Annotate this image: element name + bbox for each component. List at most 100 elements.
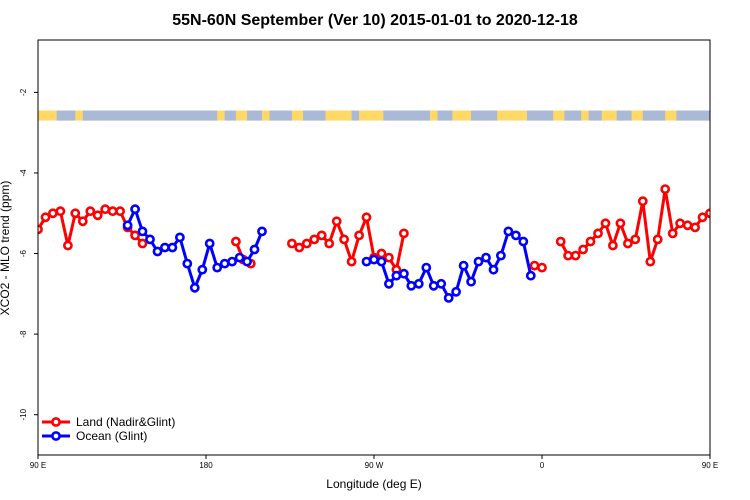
x-tick-label: 0 [540,461,545,470]
data-point [354,230,364,241]
ocean-patch [471,110,498,121]
data-point [714,210,721,217]
ocean-patch [351,110,360,121]
data-point [529,260,540,271]
data-point [182,258,193,269]
data-point [398,228,409,239]
data-point [361,212,372,223]
data-point [413,278,424,289]
y-tick-label: -10 [19,408,28,420]
data-point [481,252,491,263]
data-point [421,262,432,273]
data-point [55,206,66,217]
data-point [660,184,671,194]
data-point [473,256,484,267]
data-point [428,280,439,291]
series-ocean-glint [122,204,750,303]
data-point [383,252,394,263]
axes: 90 E 180 90 W 0 90 E -2 -4 -6 -8 -10 [19,88,718,470]
data-point [227,256,237,267]
data-point [511,230,521,241]
ocean-patch [269,110,292,121]
legend-item: Ocean (Glint) [42,429,147,443]
data-point [682,220,693,231]
data-point [77,216,88,227]
land-ocean-band [38,110,750,121]
data-point [398,268,409,279]
data-point [637,196,648,207]
data-point [197,264,208,275]
data-point [736,218,743,225]
data-point [406,280,417,291]
data-point [721,242,728,249]
ocean-patch [721,111,750,121]
ocean-patch [564,110,582,121]
data-point [40,212,51,223]
data-point [361,256,372,267]
data-point [391,270,402,281]
legend: Land (Nadir&Glint)Ocean (Glint) [42,415,175,443]
data-point [249,244,260,255]
legend-label: Land (Nadir&Glint) [76,415,175,429]
data-point [346,256,357,267]
data-point [563,250,573,261]
data-point [174,232,185,243]
x-tick-label: 90 E [30,461,46,470]
data-point [451,286,461,297]
data-point [585,236,596,247]
y-tick-label: -4 [19,169,28,177]
ocean-patch [82,110,218,121]
data-point [570,250,581,261]
data-point [92,210,103,221]
ocean-patch [437,110,453,121]
data-point [615,218,626,229]
data-point [85,206,96,217]
data-point [645,256,656,267]
data-point [376,248,387,259]
data-point [383,278,394,289]
ocean-patch [642,110,666,121]
data-point [130,204,140,215]
data-point [697,212,708,223]
data-point [537,262,547,273]
data-point [137,226,148,237]
data-point [443,292,454,303]
data-point [230,236,241,247]
data-point [70,208,81,219]
data-point [309,234,320,245]
data-point [744,210,750,217]
series-line [559,187,710,264]
data-point [63,240,73,251]
data-point [600,218,611,229]
ocean-patch [56,110,76,121]
data-point [630,234,641,245]
ocean-patch [383,110,430,121]
y-tick-label: -8 [19,330,28,338]
data-point [466,276,476,287]
data-point [48,208,58,219]
series-line [126,207,264,290]
y-tick-label: -6 [19,249,28,257]
data-point [122,220,133,231]
data-point [301,238,312,249]
data-point [152,246,163,257]
data-point [623,238,633,249]
data-point [555,236,566,247]
chart-title: 55N-60N September (Ver 10) 2015-01-01 to… [172,12,578,29]
data-point [525,270,536,281]
data-point [331,216,342,227]
data-point [733,206,740,213]
data-point [234,252,245,263]
data-point [729,212,736,219]
data-point [675,218,685,229]
data-point [167,242,178,253]
series-line [729,209,750,263]
ocean-patch [303,110,326,121]
data-point [242,256,252,267]
data-point [212,262,223,273]
data-point [608,240,618,251]
data-point [219,258,230,269]
data-point [204,238,215,249]
y-tick-label: -2 [19,88,28,96]
data-point [369,254,379,265]
